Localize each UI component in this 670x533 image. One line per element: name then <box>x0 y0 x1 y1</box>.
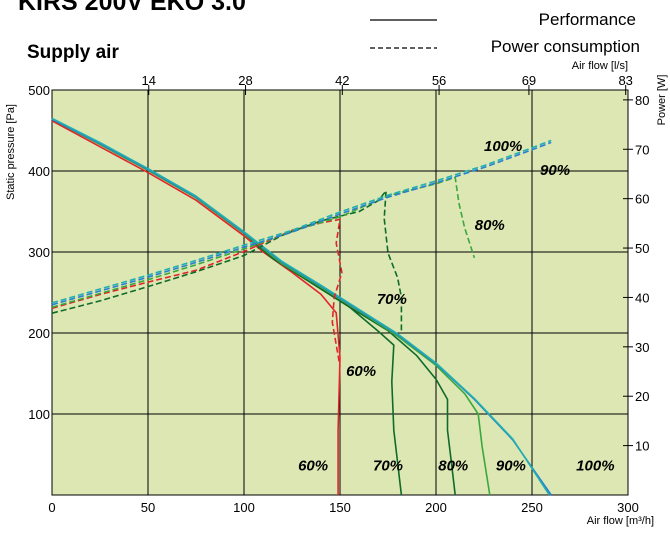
y2-tick-label: 80 <box>635 93 649 108</box>
percentage-labels: 100% 90% 80% 70% 60% 60% 70% 80% 90% 100% <box>298 138 614 475</box>
x2-tick-label: 14 <box>142 73 156 88</box>
chart-title: KIRS 200V EKO 3.0 <box>18 0 246 16</box>
x-tick-label: 0 <box>48 500 55 515</box>
y2-tick-label: 70 <box>635 142 649 157</box>
x2-axis-label: Air flow [l/s] <box>572 60 628 72</box>
x-tick-label: 250 <box>521 500 543 515</box>
y-tick-label: 400 <box>28 164 50 179</box>
x2-tick-label: 56 <box>432 73 446 88</box>
percentage-label: 80% <box>438 458 468 475</box>
x-tick-label: 200 <box>425 500 447 515</box>
x-tick-label: 150 <box>329 500 351 515</box>
percentage-label: 90% <box>496 458 526 475</box>
power-curve-100pct <box>51 139 552 304</box>
x-tick-label: 50 <box>141 500 155 515</box>
x2-tick-label: 83 <box>618 73 632 88</box>
x-tick-label: 100 <box>233 500 255 515</box>
x-axis-label: Air flow [m³/h] <box>587 515 654 527</box>
percentage-label: 100% <box>576 458 614 475</box>
power-curve-70pct <box>51 190 403 332</box>
y-tick-label: 300 <box>28 245 50 260</box>
y-tick-label: 100 <box>28 407 50 422</box>
percentage-label: 60% <box>346 363 376 380</box>
y2-tick-label: 60 <box>635 192 649 207</box>
tick-labels: 0 50 100 150 200 250 300 14 28 42 56 69 83 100 200 300 4… <box>28 73 649 515</box>
percentage-label: 90% <box>540 162 570 179</box>
y2-tick-label: 30 <box>635 340 649 355</box>
percentage-label: 60% <box>298 458 328 475</box>
x-tick-label: 300 <box>617 500 639 515</box>
power-curve-80pct <box>51 176 476 309</box>
performance-curve-100pct <box>51 117 550 496</box>
series-layer <box>51 117 552 496</box>
y2-tick-label: 40 <box>635 290 649 305</box>
x2-tick-label: 69 <box>522 73 536 88</box>
chart-subtitle: Supply air <box>27 42 119 63</box>
y2-tick-label: 50 <box>635 241 649 256</box>
percentage-label: 70% <box>377 291 407 308</box>
percentage-label: 70% <box>373 458 403 475</box>
percentage-label: 100% <box>484 138 522 155</box>
x2-tick-label: 28 <box>238 73 252 88</box>
y-tick-label: 200 <box>28 326 50 341</box>
legend-power-label: Power consumption <box>491 37 640 56</box>
y2-axis-label: Power [W] <box>656 75 668 126</box>
y-tick-label: 500 <box>28 83 50 98</box>
x2-tick-label: 42 <box>335 73 349 88</box>
y2-tick-label: 10 <box>635 439 649 454</box>
y-axis-label: Static pressure [Pa] <box>5 104 17 200</box>
percentage-label: 80% <box>475 217 505 234</box>
legend-performance-label: Performance <box>539 10 636 29</box>
y2-tick-label: 20 <box>635 389 649 404</box>
power-curve-90pct <box>51 141 552 306</box>
